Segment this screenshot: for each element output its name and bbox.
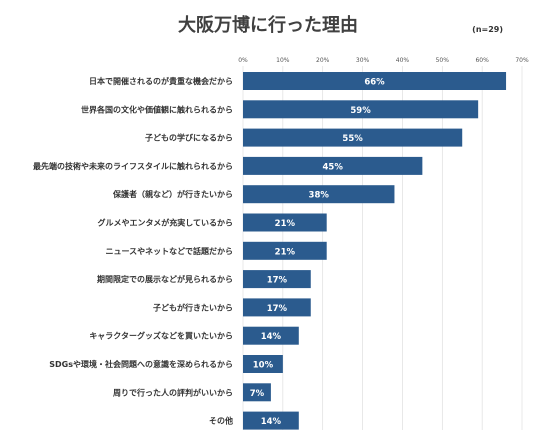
category-label: SDGsや環境・社会問題への意識を深められるから <box>49 359 233 369</box>
category-label: 日本で開催されるのが貴重な機会だから <box>89 76 233 86</box>
x-tick-label: 30% <box>356 57 370 64</box>
x-tick-label: 40% <box>396 57 410 64</box>
bar <box>243 411 299 430</box>
bar <box>243 270 311 289</box>
bar <box>243 156 423 175</box>
data-label: 55% <box>342 134 363 144</box>
bar <box>243 355 283 373</box>
data-label: 17% <box>267 304 288 314</box>
category-label: 期間限定での展示などが見られるから <box>97 274 233 284</box>
category-label: ニュースやネットなどで話題だから <box>106 246 233 256</box>
category-label: 保護者（親など）が行きたいから <box>112 189 233 199</box>
category-label: 子どもが行きたいから <box>153 302 233 312</box>
category-label: 世界各国の文化や価値観に触れられるから <box>81 104 233 114</box>
data-label: 10% <box>253 361 274 371</box>
data-label: 21% <box>275 219 296 229</box>
data-label: 59% <box>350 106 371 116</box>
x-tick-label: 50% <box>436 57 450 64</box>
data-label: 45% <box>322 162 343 172</box>
bar <box>243 128 463 147</box>
category-label: その他 <box>209 416 233 426</box>
data-label: 21% <box>275 247 296 257</box>
x-tick-label: 60% <box>475 57 489 64</box>
category-label: 周りで行った人の評判がいいから <box>113 387 233 397</box>
chart-title: 大阪万博に行った理由 <box>178 15 358 36</box>
bar <box>243 298 311 317</box>
bar <box>243 213 327 232</box>
data-label: 14% <box>261 332 282 342</box>
x-tick-label: 10% <box>276 57 290 64</box>
bar <box>243 383 271 402</box>
category-label: グルメやエンタメが充実しているから <box>97 218 233 228</box>
bar <box>243 326 299 345</box>
bar <box>243 100 479 119</box>
data-label: 7% <box>250 389 265 399</box>
x-tick-label: 20% <box>316 57 330 64</box>
bar <box>243 72 507 90</box>
data-label: 14% <box>261 417 282 427</box>
bar <box>243 241 327 260</box>
x-tick-label: 70% <box>515 57 529 64</box>
x-tick-label: 0% <box>238 57 248 64</box>
data-label: 66% <box>364 78 385 88</box>
category-label: 最先端の技術や未来のライフスタイルに触れられるから <box>33 161 233 171</box>
category-label: キャラクターグッズなどを買いたいから <box>89 331 233 341</box>
sample-size-note: (n=29) <box>472 25 503 34</box>
category-label: 子どもの学びになるから <box>145 133 233 143</box>
data-label: 17% <box>267 276 288 286</box>
data-label: 38% <box>309 191 330 201</box>
bar <box>243 185 395 204</box>
